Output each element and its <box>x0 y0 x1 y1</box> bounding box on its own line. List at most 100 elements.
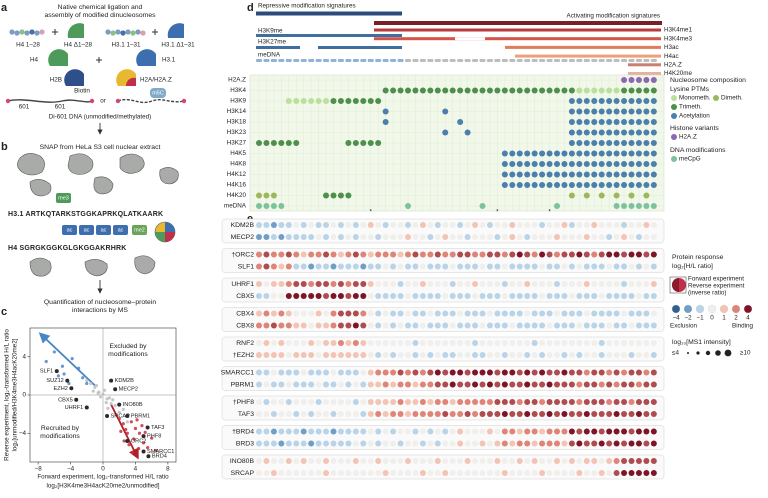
response-dot <box>367 470 374 476</box>
modification-label: m5C <box>152 90 164 96</box>
scatter-point <box>154 448 158 453</box>
response-dot <box>457 381 464 388</box>
row-label: H3K18 <box>227 119 247 126</box>
scatter-point <box>70 357 74 361</box>
response-dot <box>606 234 613 240</box>
response-dot <box>367 440 374 447</box>
response-dot <box>323 281 330 287</box>
response-dot <box>308 263 315 270</box>
composition-dot <box>591 129 598 136</box>
response-dot <box>360 440 367 447</box>
response-dot <box>427 352 434 358</box>
response-dot <box>568 381 575 388</box>
response-dot <box>323 458 330 464</box>
response-dot <box>479 251 486 258</box>
legend-group: Lysine PTMs <box>670 86 710 93</box>
response-dot <box>554 340 560 346</box>
response-dot <box>531 281 538 287</box>
response-dot <box>405 470 411 476</box>
legend-swatch <box>671 104 677 110</box>
response-dot <box>323 310 330 317</box>
response-dot <box>352 322 359 329</box>
composition-dot <box>635 203 642 209</box>
composition-dot <box>583 87 590 94</box>
scatter-point <box>81 376 85 380</box>
response-dot <box>352 340 359 346</box>
composition-dot <box>323 98 330 104</box>
track-segment <box>457 59 464 62</box>
response-dot <box>419 340 426 346</box>
response-dot <box>278 251 285 258</box>
response-dot <box>643 281 650 287</box>
response-dot <box>509 340 516 346</box>
response-dot <box>472 322 479 329</box>
response-dot <box>375 251 382 258</box>
response-dot <box>345 428 352 435</box>
response-dot <box>650 340 657 346</box>
response-dot <box>263 340 270 346</box>
response-dot <box>621 222 628 228</box>
composition-dot <box>576 140 583 146</box>
response-dot <box>457 369 464 376</box>
response-dot <box>427 281 434 287</box>
response-dot <box>509 428 516 435</box>
response-dot <box>397 251 404 258</box>
response-dot <box>554 411 560 417</box>
response-dot <box>613 428 620 435</box>
response-dot <box>352 369 359 376</box>
response-dot <box>494 322 501 329</box>
composition-dot <box>613 203 620 209</box>
composition-dot <box>650 140 657 146</box>
track-segment <box>367 59 374 62</box>
response-dot <box>412 381 419 388</box>
response-dot <box>337 234 344 240</box>
point-label: SMARCC1 <box>147 449 174 455</box>
composition-dot <box>352 140 359 146</box>
composition-dot <box>427 87 434 94</box>
response-dot <box>583 293 590 299</box>
composition-dot <box>621 77 628 83</box>
response-dot <box>278 381 285 388</box>
response-dot <box>524 293 531 299</box>
response-dot <box>561 263 568 270</box>
response-dot <box>464 440 471 447</box>
response-dot <box>405 440 411 447</box>
composition-dot <box>628 182 635 188</box>
response-dot <box>360 352 367 358</box>
scale-swatch <box>707 304 717 314</box>
scale-swatch <box>743 304 753 314</box>
response-dot <box>457 340 464 346</box>
response-dot <box>568 281 575 287</box>
response-dot <box>323 251 330 258</box>
track-segment <box>464 59 471 62</box>
response-dot <box>531 428 538 435</box>
response-dot <box>568 263 575 270</box>
response-dot <box>285 293 292 299</box>
size-swatch <box>696 351 700 355</box>
response-dot <box>256 322 262 329</box>
response-dot <box>278 369 285 376</box>
response-dot <box>352 381 359 388</box>
composition-dot <box>576 182 583 188</box>
response-dot <box>285 222 292 228</box>
response-dot <box>628 399 635 405</box>
response-dot <box>427 251 434 258</box>
response-dot <box>293 322 300 329</box>
track-segment <box>583 59 590 62</box>
response-dot <box>479 310 486 317</box>
response-dot <box>546 281 553 287</box>
response-dot <box>330 381 337 388</box>
response-dot <box>501 352 508 358</box>
response-dot <box>613 399 620 405</box>
response-dot <box>412 234 419 240</box>
composition-dot <box>598 119 605 125</box>
response-dot <box>546 352 553 358</box>
composition-dot <box>621 182 628 188</box>
response-dot <box>516 293 523 299</box>
composition-dot <box>628 150 635 157</box>
response-dot <box>464 381 471 388</box>
composition-dot <box>628 161 635 167</box>
response-dot <box>352 310 359 317</box>
response-dot <box>554 428 560 435</box>
response-dot <box>457 322 464 329</box>
